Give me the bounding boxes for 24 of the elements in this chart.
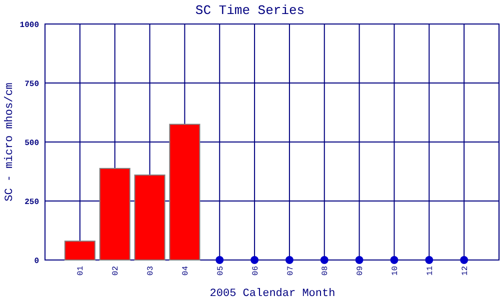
- bar: [169, 124, 200, 260]
- x-tick-label: 10: [391, 266, 400, 276]
- y-tick-label: 1000: [20, 20, 40, 30]
- x-tick-label: 04: [181, 266, 190, 276]
- x-tick-label: 09: [356, 266, 366, 276]
- x-tick-label: 02: [112, 266, 121, 276]
- bar: [64, 240, 96, 260]
- bar: [134, 174, 166, 260]
- bar: [99, 168, 130, 260]
- y-tick-label: 750: [24, 80, 40, 89]
- x-axis-title: 2005 Calendar Month: [210, 288, 336, 300]
- x-tick-label: 12: [460, 266, 470, 276]
- x-tick-label: 05: [216, 266, 226, 276]
- x-tick-label: 11: [426, 266, 435, 276]
- y-axis-title: SC - micro mhos/cm: [4, 82, 16, 202]
- y-tick-label: 250: [24, 198, 40, 207]
- x-tick-label: 01: [76, 266, 86, 276]
- x-tick-label: 08: [321, 266, 330, 276]
- x-tick-label: 06: [251, 266, 260, 276]
- x-tick-label: 07: [286, 266, 296, 276]
- y-tick-label: 0: [34, 256, 40, 266]
- chart-title: SC Time Series: [195, 3, 305, 18]
- x-tick-label: 03: [146, 266, 156, 276]
- y-tick-label: 500: [24, 138, 40, 148]
